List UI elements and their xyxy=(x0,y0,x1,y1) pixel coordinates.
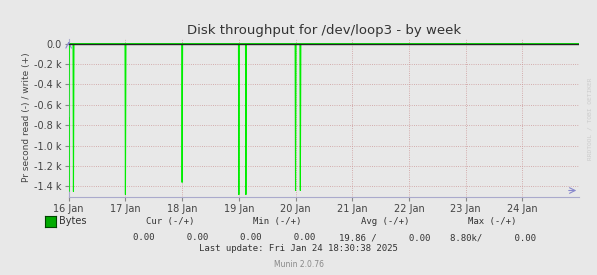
Text: Cur (-/+): Cur (-/+) xyxy=(146,217,195,226)
Text: Last update: Fri Jan 24 18:30:38 2025: Last update: Fri Jan 24 18:30:38 2025 xyxy=(199,244,398,253)
Text: 19.86 /      0.00: 19.86 / 0.00 xyxy=(339,233,431,242)
Y-axis label: Pr second read (-) / write (+): Pr second read (-) / write (+) xyxy=(22,53,31,182)
Text: Munin 2.0.76: Munin 2.0.76 xyxy=(273,260,324,269)
Text: Min (-/+): Min (-/+) xyxy=(253,217,302,226)
Text: Bytes: Bytes xyxy=(59,216,86,226)
Text: 0.00      0.00: 0.00 0.00 xyxy=(133,233,208,242)
Text: 8.80k/      0.00: 8.80k/ 0.00 xyxy=(450,233,536,242)
Text: Max (-/+): Max (-/+) xyxy=(468,217,517,226)
Text: 0.00      0.00: 0.00 0.00 xyxy=(240,233,315,242)
Text: Avg (-/+): Avg (-/+) xyxy=(361,217,410,226)
Title: Disk throughput for /dev/loop3 - by week: Disk throughput for /dev/loop3 - by week xyxy=(187,24,461,37)
Text: RRDTOOL / TOBI OETIKER: RRDTOOL / TOBI OETIKER xyxy=(588,77,593,160)
